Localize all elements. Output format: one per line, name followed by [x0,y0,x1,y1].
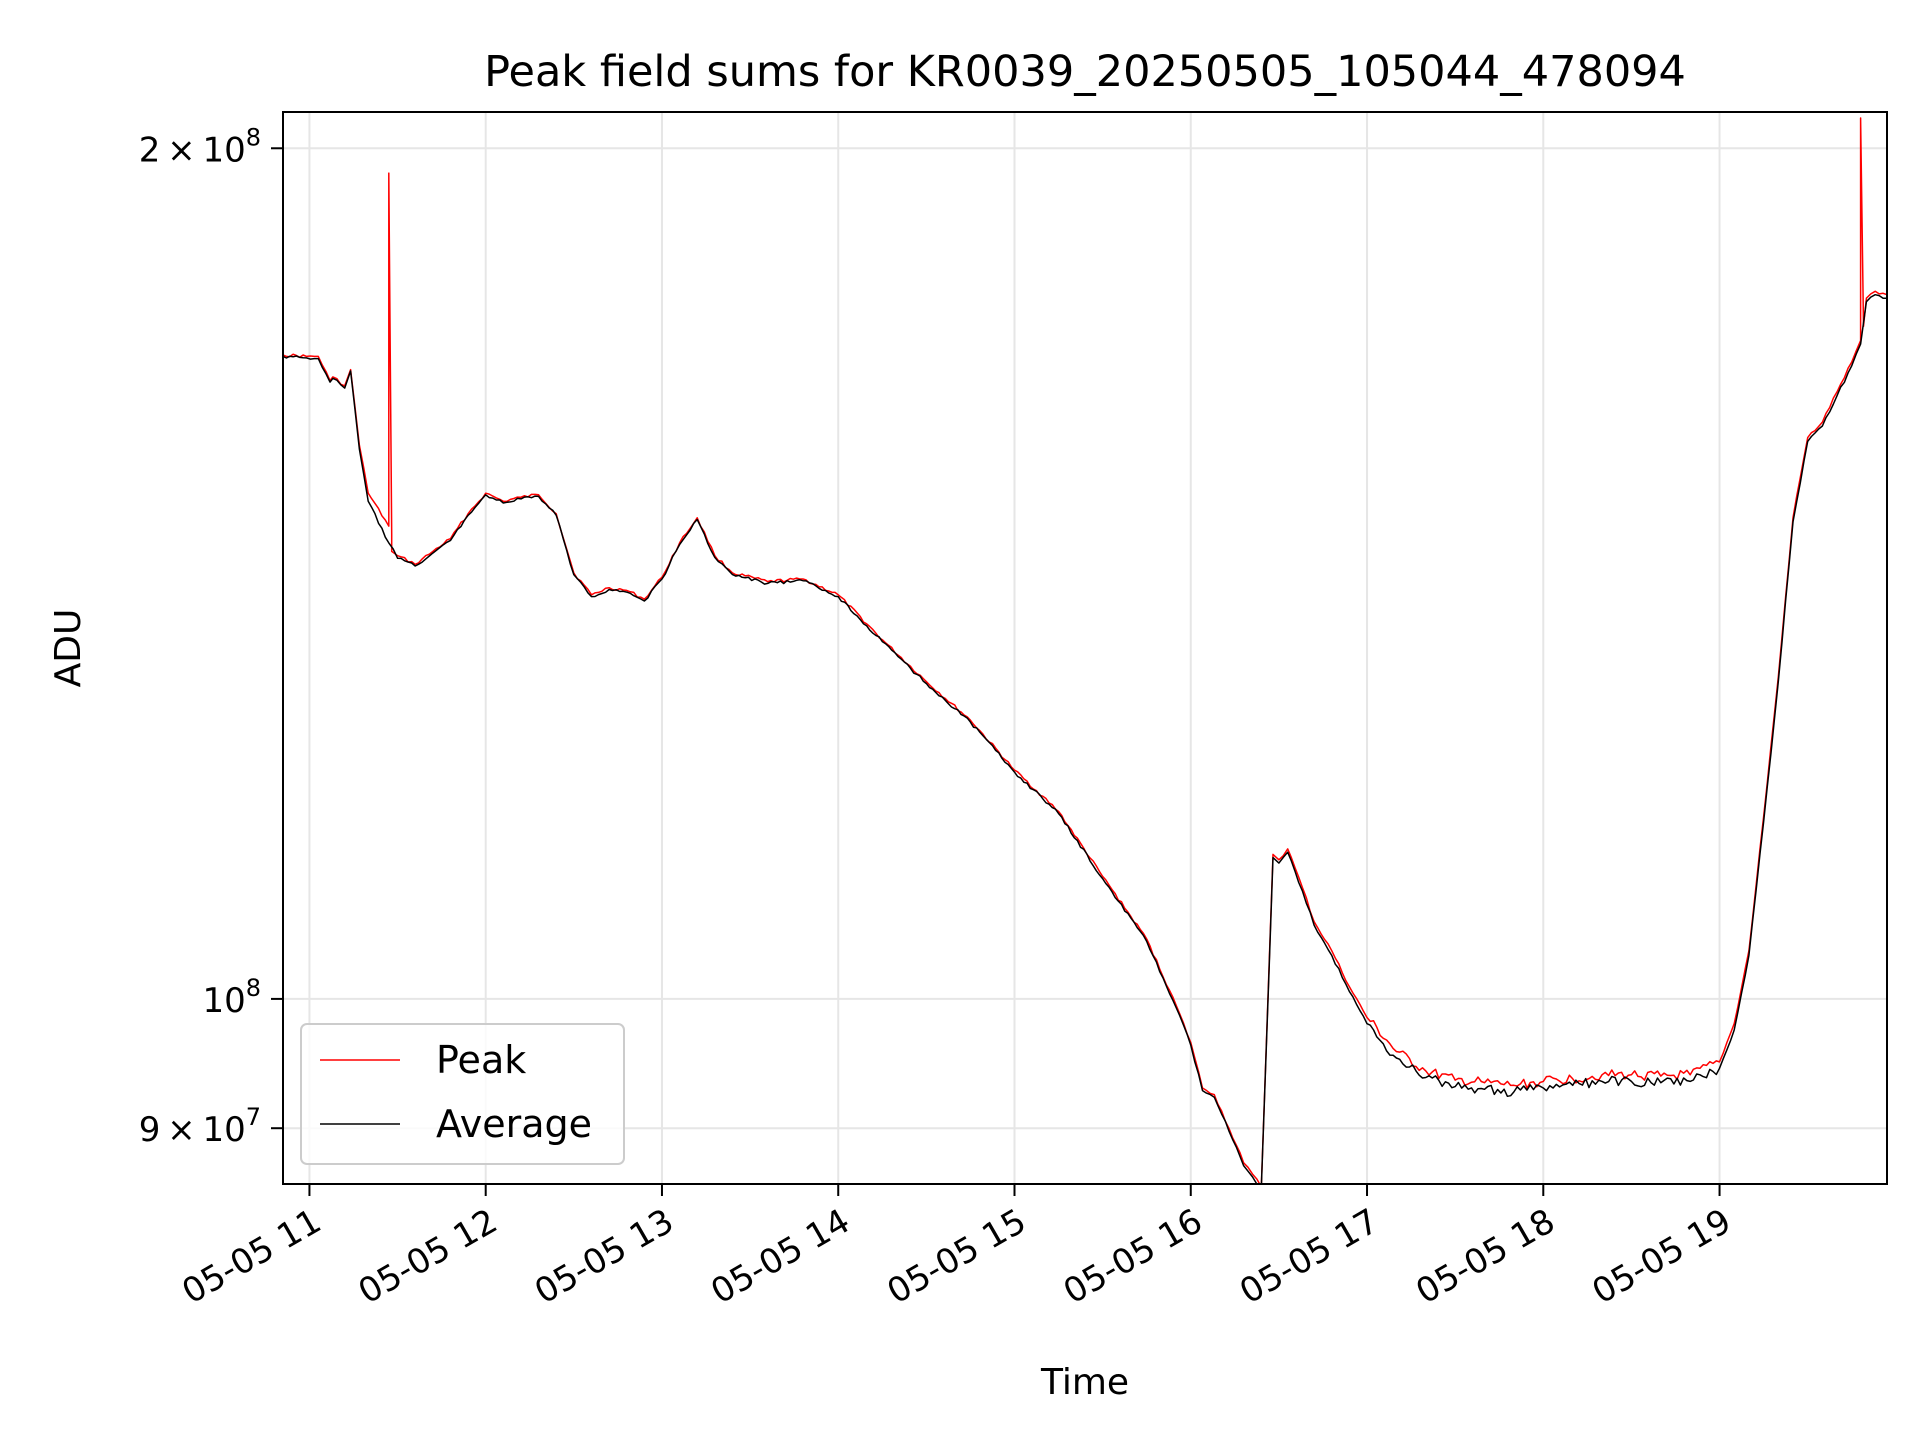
x-axis-ticks: 05-05 11 05-05 12 05-05 13 05-05 14 05-05 15… [176,1184,1738,1312]
plot-area-frame [282,111,1888,1185]
x-tick-label: 05-05 16 [1057,1201,1209,1312]
x-axis-label: Time [1040,1362,1129,1403]
legend-label-average: Average [436,1102,592,1146]
y-axis-ticks: 2 × 108 108 9 × 107 [139,123,283,1150]
x-tick-label: 05-05 13 [528,1201,680,1312]
legend-box [300,1023,625,1165]
y-axis-label: ADU [48,609,89,688]
y-tick-label: 9 × 107 [139,1103,261,1150]
x-tick-label: 05-05 17 [1233,1201,1385,1312]
x-tick-label: 05-05 19 [1586,1201,1738,1312]
legend: Peak Average [300,1023,625,1165]
series-layer [283,117,1887,1184]
x-tick-label: 05-05 11 [176,1201,328,1312]
y-tick-label: 2 × 108 [139,123,261,170]
x-tick-label: 05-05 12 [352,1201,504,1312]
y-tick-label: 108 [202,974,261,1021]
chart-title: Peak field sums for KR0039_20250505_1050… [484,47,1686,97]
x-tick-label: 05-05 18 [1409,1201,1561,1312]
series-line-average [283,293,1887,1184]
legend-label-peak: Peak [436,1038,526,1082]
x-tick-label: 05-05 15 [881,1201,1033,1312]
x-tick-label: 05-05 14 [704,1201,856,1312]
